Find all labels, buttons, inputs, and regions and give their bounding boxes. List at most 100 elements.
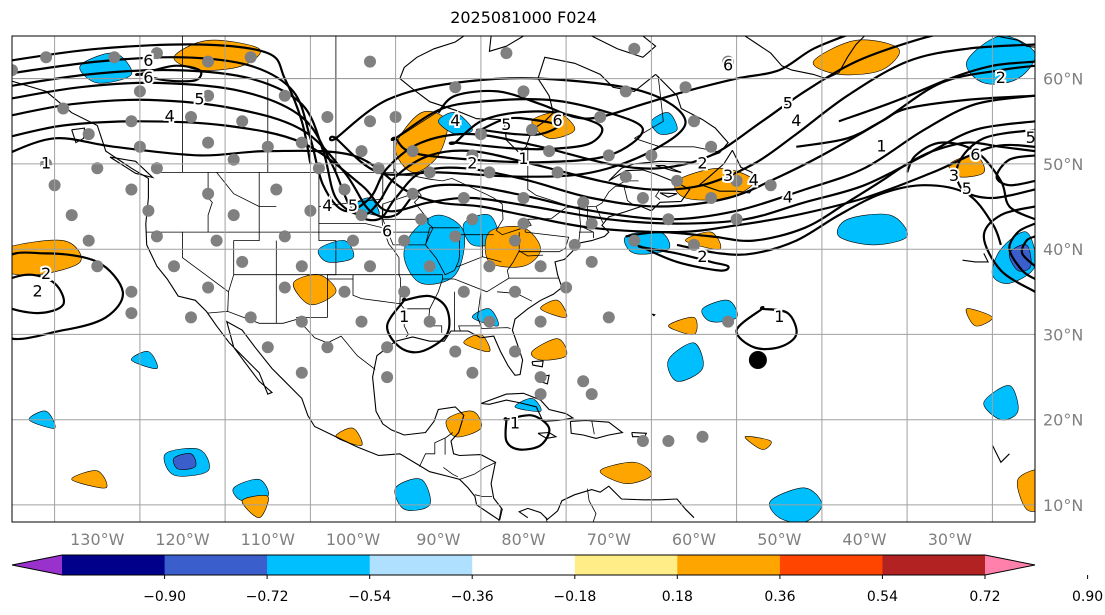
contour-label: 4 — [322, 196, 332, 215]
anomaly-patch — [540, 299, 568, 318]
contour-label: 5 — [194, 89, 204, 108]
map-title: 2025081000 F024 — [450, 8, 597, 27]
political-border — [425, 227, 460, 276]
coastline — [744, 36, 865, 80]
colorbar-tick-label: −0.72 — [246, 589, 289, 605]
colorbar-over-arrow — [985, 555, 1035, 575]
station-dot — [381, 341, 394, 354]
station-dot — [602, 149, 615, 162]
longitude-tick-label: 70°W — [587, 530, 631, 549]
station-dot — [244, 51, 257, 64]
station-dot — [534, 315, 547, 328]
station-dot — [338, 285, 351, 298]
colorbar-cell — [677, 555, 781, 575]
station-dot — [381, 371, 394, 384]
latitude-tick-label: 50°N — [1043, 155, 1083, 174]
colorbar-tick-label: 0.54 — [867, 589, 898, 605]
contour-label: 2 — [996, 68, 1006, 87]
station-dot — [185, 111, 197, 123]
station-dot — [679, 81, 692, 94]
contour-label: 1 — [399, 307, 409, 326]
station-dot — [577, 196, 590, 209]
station-dot — [364, 115, 376, 128]
station-dot — [236, 255, 249, 268]
station-dot — [619, 170, 632, 183]
contour-line — [1020, 235, 1035, 268]
station-dot — [398, 234, 411, 247]
anomaly-patch — [965, 308, 993, 327]
station-dot — [483, 260, 496, 273]
contour-line — [12, 43, 1035, 217]
station-dot — [551, 166, 564, 179]
station-dot — [321, 341, 334, 354]
colorbar-cell — [267, 555, 371, 575]
station-dot — [688, 238, 700, 251]
colorbar: −0.90 −0.72 −0.54 −0.36 −0.18 0.18 0.36 0.54 0.7… — [11, 554, 1103, 605]
contour-label: 6 — [382, 222, 392, 241]
station-dot — [202, 187, 215, 200]
longitude-tick-label: 90°W — [416, 530, 460, 549]
station-dot — [705, 140, 718, 153]
station-dot — [125, 285, 138, 298]
station-dot — [517, 217, 530, 230]
station-dot — [509, 345, 521, 358]
political-border — [587, 488, 597, 522]
anomaly-patch — [650, 112, 678, 135]
contour-line — [796, 94, 1035, 148]
political-border — [443, 467, 459, 478]
station-dot — [40, 51, 53, 64]
contour-line — [12, 137, 1035, 234]
anomaly-patch — [1008, 244, 1032, 272]
coastline — [962, 253, 989, 263]
colorbar-tick-label: 0.18 — [662, 589, 693, 605]
contour-line — [448, 110, 604, 151]
political-border — [382, 218, 434, 246]
station-dot — [483, 166, 496, 179]
latitude-tick-label: 40°N — [1043, 240, 1083, 259]
station-dot — [398, 285, 411, 298]
station-dot — [108, 51, 121, 64]
contour-line — [995, 154, 1035, 187]
contour-label: 1 — [518, 149, 528, 168]
longitude-tick-label: 130°W — [70, 530, 125, 549]
contour-line — [12, 251, 124, 341]
station-dot — [415, 213, 428, 226]
station-dot — [295, 260, 308, 273]
anomaly-patch — [836, 213, 908, 246]
colorbar-cell — [472, 555, 576, 575]
coastline — [488, 36, 524, 53]
colorbar-cell — [882, 555, 986, 575]
contour-label: 6 — [143, 51, 153, 70]
contour-label: 4 — [450, 111, 460, 130]
station-dot — [449, 230, 462, 243]
map-frame — [11, 35, 1036, 523]
coastline — [569, 419, 624, 439]
contour-line — [503, 414, 551, 451]
station-dot — [696, 430, 709, 443]
station-dot — [321, 111, 334, 123]
contour-label: 6 — [970, 145, 980, 164]
station-dot — [466, 366, 479, 379]
station-dot — [312, 162, 325, 175]
station-dot — [602, 311, 615, 324]
station-dot — [57, 102, 70, 115]
station-dot — [466, 213, 479, 226]
contour-label: 4 — [749, 170, 759, 189]
coastline — [996, 36, 1035, 48]
station-dot — [347, 234, 359, 247]
station-dot — [534, 388, 547, 401]
contour-label: 4 — [783, 188, 793, 207]
station-dot — [568, 238, 581, 251]
station-dot — [662, 435, 675, 447]
political-border — [207, 310, 376, 370]
longitude-tick-label: 40°W — [842, 530, 886, 549]
station-dot — [457, 192, 470, 204]
latitude-tick-label: 60°N — [1043, 70, 1083, 89]
colorbar-tick-label: −0.18 — [553, 589, 596, 605]
colorbar-cell — [164, 555, 268, 575]
coastline — [991, 445, 1010, 464]
anomaly-patch — [463, 333, 491, 352]
station-dot — [406, 187, 419, 200]
